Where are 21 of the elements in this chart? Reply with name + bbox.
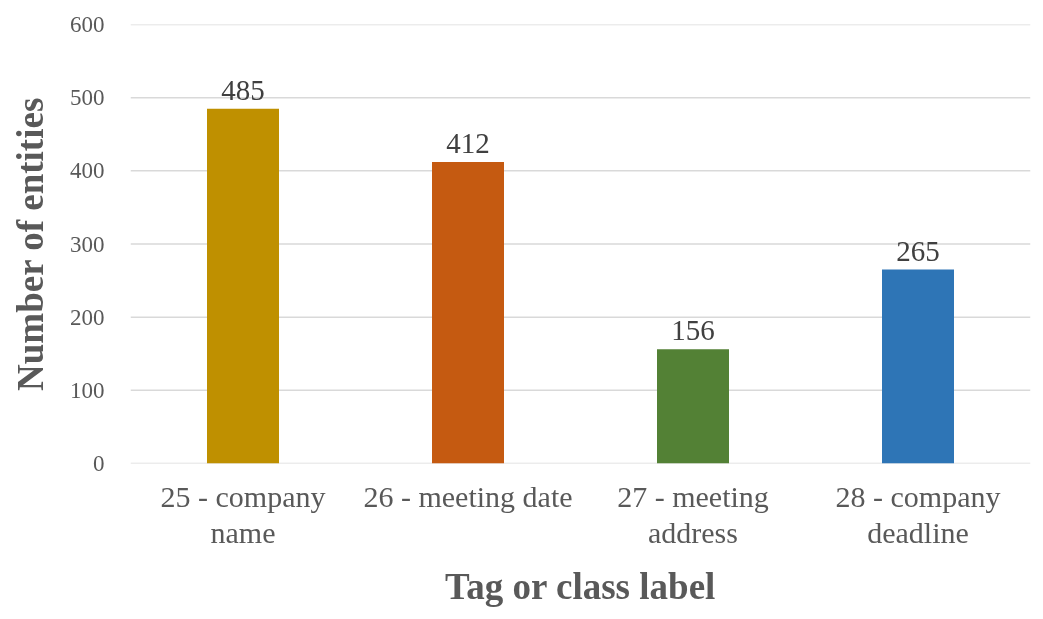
- y-tick-label: 400: [70, 158, 105, 184]
- bar: [657, 349, 729, 464]
- y-tick-label: 500: [70, 85, 105, 111]
- x-tick-label: 28 - company deadline: [835, 479, 1001, 549]
- bar: [882, 269, 954, 464]
- x-tick-label: 26 - meeting date: [363, 479, 573, 513]
- data-label: 156: [671, 314, 715, 347]
- y-tick-label: 200: [70, 304, 105, 330]
- y-tick-label: 100: [70, 377, 105, 403]
- y-tick-label: 0: [93, 451, 105, 476]
- data-label: 265: [896, 234, 940, 267]
- bar: [207, 108, 279, 464]
- x-tick-label: 27 - meeting address: [617, 479, 769, 549]
- data-label: 485: [221, 73, 265, 106]
- x-axis-title: Tag or class label: [444, 565, 716, 607]
- y-tick-label: 600: [70, 12, 105, 37]
- y-tick-label: 300: [70, 231, 105, 257]
- x-tick-label: 25 - company name: [160, 479, 326, 549]
- data-label: 412: [446, 127, 490, 160]
- y-axis-title: Number of entities: [10, 97, 51, 391]
- bar: [432, 162, 504, 464]
